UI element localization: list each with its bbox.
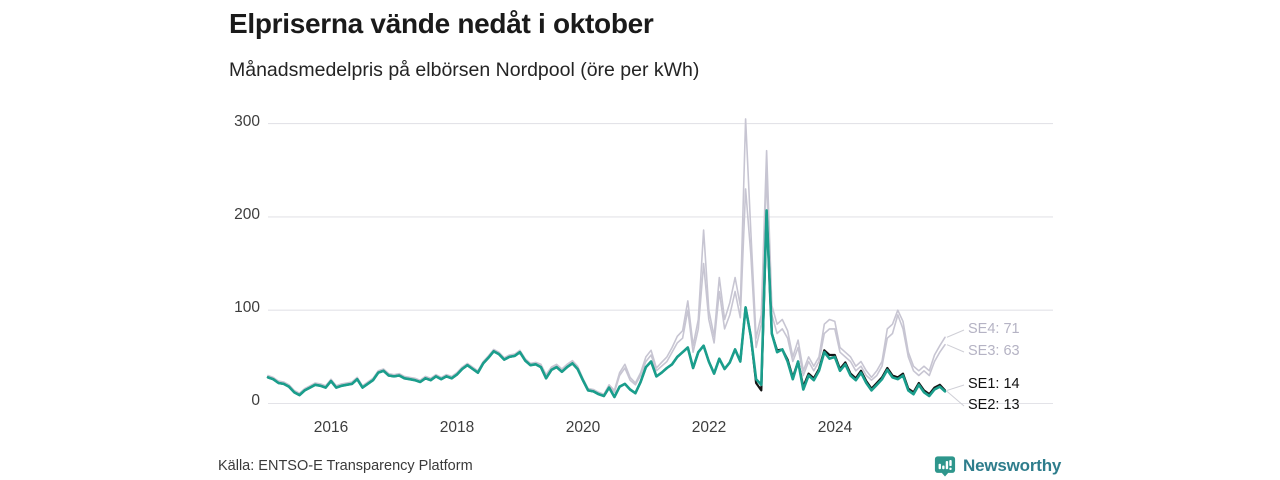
y-axis-tick-300: 300: [234, 113, 260, 130]
gridline: [946, 390, 965, 407]
series-label-se1: SE1: 14: [968, 376, 1020, 392]
y-axis-tick-100: 100: [234, 299, 260, 316]
gridline: [946, 344, 965, 353]
series-label-se2: SE2: 13: [968, 397, 1020, 413]
series-line-se3: [267, 174, 946, 396]
x-axis-tick-2016: 2016: [313, 419, 349, 436]
gridline: [946, 384, 965, 391]
y-axis-tick-200: 200: [234, 206, 260, 223]
series-line-se2: [266, 209, 947, 399]
newsworthy-bubble-chart-icon: [934, 456, 956, 477]
series-label-se3: SE3: 63: [968, 343, 1020, 359]
x-axis-tick-2024: 2024: [817, 419, 853, 436]
chart-subtitle: Månadsmedelpris på elbörsen Nordpool (ör…: [229, 59, 700, 81]
x-axis-tick-2020: 2020: [565, 419, 601, 436]
gridline: [946, 329, 965, 338]
y-axis-tick-0: 0: [251, 392, 260, 409]
newsworthy-logo-text: Newsworthy: [963, 456, 1062, 475]
series-label-se4: SE4: 71: [968, 321, 1020, 337]
series-line-se1: [266, 211, 947, 399]
page-title: Elpriserna vände nedåt i oktober: [229, 8, 654, 39]
source-attribution: Källa: ENTSO-E Transparency Platform: [218, 458, 473, 474]
newsworthy-logo: Newsworthy: [934, 455, 1061, 477]
series-line-se4: [267, 118, 946, 396]
x-axis-tick-2022: 2022: [691, 419, 727, 436]
x-axis-tick-2018: 2018: [439, 419, 475, 436]
